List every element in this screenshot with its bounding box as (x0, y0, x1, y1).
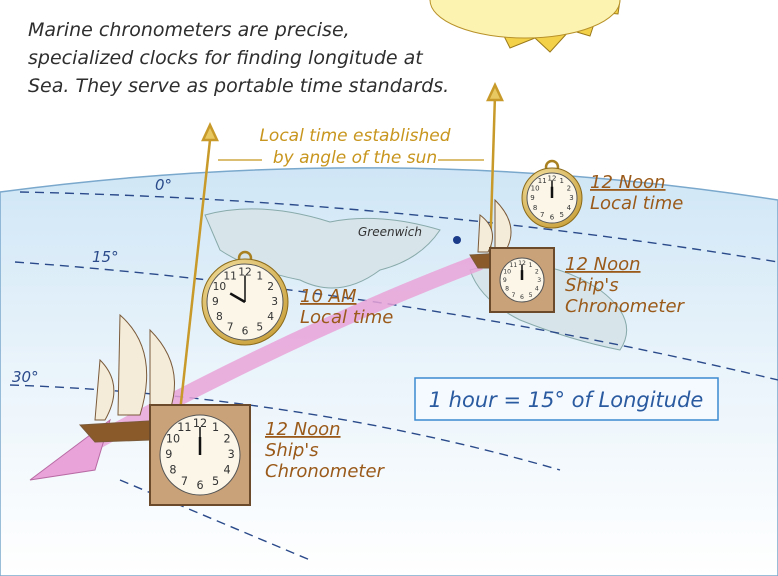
dial-numeral: 11 (177, 421, 191, 434)
clock-label: Chronometer (265, 461, 386, 482)
dial-numeral: 1 (529, 262, 533, 269)
clock-label: 10 AM (300, 286, 357, 307)
dial-numeral: 6 (196, 479, 203, 492)
dial-numeral: 7 (511, 292, 515, 299)
dial-numeral: 5 (529, 292, 533, 299)
dial-numeral: 10 (166, 432, 180, 445)
dial-numeral: 9 (165, 448, 172, 461)
clock-label: Local time (300, 307, 393, 328)
sun-note: by angle of the sun (273, 148, 437, 168)
dial-numeral: 4 (267, 310, 274, 323)
dial-numeral: 1 (212, 421, 219, 434)
dial-numeral: 1 (560, 177, 564, 185)
dial-numeral: 3 (569, 194, 573, 202)
dial-numeral: 2 (567, 184, 571, 192)
dial-numeral: 3 (228, 448, 235, 461)
dial-numeral: 2 (223, 432, 230, 445)
dial-numeral: 1 (256, 269, 263, 282)
clock-label: Ship's (565, 275, 619, 296)
dial-numeral: 3 (271, 295, 278, 308)
dial-numeral: 2 (535, 268, 539, 275)
dial-numeral: 7 (181, 475, 188, 488)
intro-line: Marine chronometers are precise, (28, 19, 350, 41)
sun-note: Local time established (259, 126, 450, 146)
dial-numeral: 5 (212, 475, 219, 488)
clock-label: Local time (590, 193, 683, 214)
clock-label: Chronometer (565, 296, 686, 317)
dial-numeral: 4 (223, 464, 230, 477)
intro-line: Sea. They serve as portable time standar… (28, 75, 449, 97)
illustration: 1 hour = 15° of Longitude Marine chronom… (0, 0, 778, 576)
dial-numeral: 8 (169, 464, 176, 477)
dial-numeral: 6 (242, 325, 249, 338)
dial-numeral: 7 (227, 321, 234, 334)
dial-numeral: 11 (223, 269, 237, 282)
dial-numeral: 4 (567, 204, 572, 212)
place-label: Greenwich (358, 225, 422, 239)
dial-numeral: 9 (530, 194, 534, 202)
dial-numeral: 10 (503, 268, 511, 275)
dial-numeral: 8 (216, 310, 223, 323)
dial-numeral: 10 (531, 184, 540, 192)
meridian-label: 30° (12, 368, 39, 386)
dial-numeral: 11 (538, 177, 547, 185)
dial-numeral: 5 (560, 211, 564, 219)
formula: 1 hour = 15° of Longitude (429, 388, 704, 412)
dial-numeral: 5 (256, 321, 263, 334)
dial-numeral: 4 (535, 286, 539, 293)
meridian-label: 0° (155, 176, 172, 194)
clock-label: 12 Noon (265, 419, 341, 440)
dial-numeral: 9 (212, 295, 219, 308)
clock-label: 12 Noon (565, 254, 641, 275)
dial-numeral: 8 (533, 204, 537, 212)
clock-label: Ship's (265, 440, 319, 461)
intro-line: specialized clocks for finding longitude… (28, 47, 424, 69)
clock-label: 12 Noon (590, 172, 666, 193)
dial-numeral: 6 (550, 214, 555, 222)
dial-numeral: 8 (505, 286, 509, 293)
dial-numeral: 2 (267, 280, 274, 293)
dial-numeral: 9 (503, 277, 507, 284)
dial-numeral: 6 (520, 294, 524, 301)
meridian-label: 15° (92, 248, 119, 266)
greenwich-dot (453, 236, 461, 244)
dial-numeral: 7 (540, 211, 544, 219)
dial-numeral: 3 (537, 277, 541, 284)
dial-numeral: 11 (509, 262, 517, 269)
